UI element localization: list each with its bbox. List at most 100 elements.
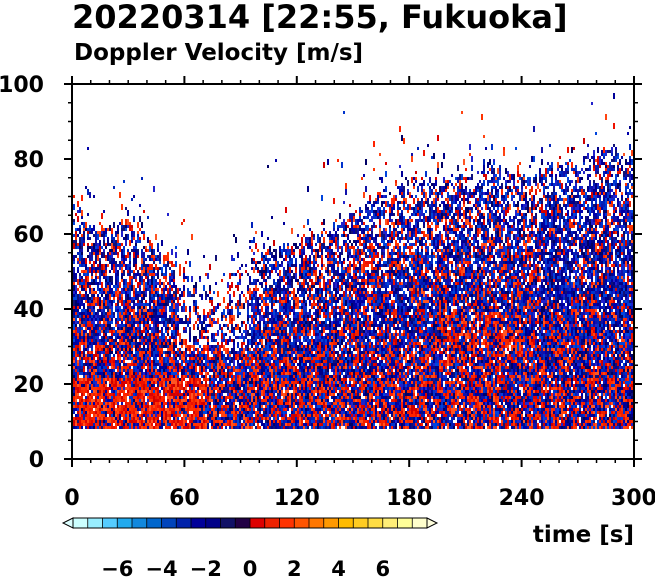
- velocity-cell: [97, 297, 99, 300]
- velocity-cell: [257, 393, 259, 399]
- velocity-cell: [229, 399, 231, 402]
- velocity-cell: [119, 327, 121, 330]
- velocity-cell: [199, 411, 201, 417]
- velocity-cell: [129, 324, 131, 327]
- velocity-cell: [153, 318, 155, 321]
- velocity-cell: [129, 258, 131, 261]
- velocity-cell: [247, 393, 249, 396]
- velocity-cell: [121, 384, 123, 387]
- velocity-cell: [253, 321, 255, 324]
- velocity-cell: [181, 366, 183, 369]
- velocity-cell: [253, 330, 255, 333]
- velocity-cell: [103, 396, 105, 399]
- velocity-cell: [205, 363, 207, 366]
- velocity-cell: [121, 288, 123, 294]
- velocity-cell: [237, 378, 239, 381]
- velocity-cell: [131, 285, 133, 291]
- velocity-cell: [213, 417, 215, 420]
- velocity-cell: [95, 267, 97, 273]
- velocity-cell: [145, 282, 147, 288]
- velocity-cell: [131, 306, 133, 309]
- velocity-cell: [233, 396, 235, 399]
- velocity-cell: [121, 354, 123, 357]
- velocity-cell: [97, 396, 99, 399]
- velocity-cell: [215, 333, 217, 336]
- velocity-cell: [137, 411, 139, 414]
- velocity-cell: [239, 408, 241, 411]
- velocity-cell: [115, 420, 117, 423]
- velocity-cell: [207, 351, 209, 354]
- velocity-cell: [243, 294, 245, 297]
- velocity-cell: [183, 408, 185, 414]
- velocity-cell: [85, 348, 87, 351]
- velocity-cell: [105, 318, 107, 321]
- velocity-cell: [165, 255, 167, 261]
- velocity-cell: [277, 399, 279, 402]
- velocity-cell: [151, 366, 153, 369]
- velocity-cell: [283, 399, 285, 402]
- velocity-cell: [193, 408, 195, 411]
- velocity-cell: [199, 351, 201, 354]
- velocity-cell: [121, 420, 123, 423]
- velocity-cell: [75, 276, 77, 279]
- velocity-cell: [145, 354, 147, 357]
- velocity-cell: [267, 321, 269, 324]
- velocity-cell: [247, 339, 249, 345]
- velocity-cell: [265, 393, 267, 396]
- velocity-cell: [127, 375, 129, 378]
- velocity-cell: [217, 363, 219, 369]
- velocity-cell: [185, 396, 187, 402]
- velocity-cell: [137, 285, 139, 288]
- velocity-cell: [143, 327, 145, 330]
- velocity-cell: [225, 339, 227, 345]
- velocity-cell: [287, 291, 289, 294]
- velocity-cell: [169, 261, 171, 264]
- velocity-cell: [295, 402, 297, 405]
- velocity-cell: [237, 384, 239, 390]
- velocity-cell: [229, 318, 231, 324]
- velocity-cell: [169, 273, 171, 276]
- velocity-cell: [117, 402, 119, 405]
- velocity-cell: [217, 396, 219, 399]
- velocity-cell: [285, 339, 287, 342]
- velocity-cell: [85, 228, 87, 231]
- velocity-cell: [233, 405, 235, 408]
- velocity-cell: [77, 396, 79, 399]
- velocity-cell: [165, 351, 167, 354]
- velocity-cell: [145, 333, 147, 336]
- velocity-cell: [299, 372, 301, 375]
- velocity-cell: [227, 423, 229, 426]
- velocity-cell: [159, 294, 161, 297]
- velocity-cell: [215, 372, 217, 375]
- velocity-cell: [271, 345, 273, 348]
- velocity-cell: [243, 339, 245, 342]
- velocity-cell: [125, 279, 127, 285]
- velocity-cell: [103, 264, 105, 270]
- velocity-cell: [73, 351, 75, 357]
- velocity-cell: [97, 384, 99, 387]
- velocity-cell: [133, 420, 135, 423]
- velocity-cell: [165, 327, 167, 330]
- velocity-cell: [241, 324, 243, 327]
- velocity-cell: [79, 261, 81, 264]
- velocity-cell: [143, 315, 145, 318]
- velocity-cell: [73, 396, 75, 399]
- velocity-cell: [73, 381, 75, 384]
- velocity-cell: [257, 261, 259, 264]
- velocity-cell: [291, 393, 293, 396]
- velocity-cell: [75, 231, 77, 234]
- velocity-cell: [231, 378, 233, 381]
- velocity-cell: [257, 408, 259, 411]
- velocity-cell: [169, 378, 171, 381]
- velocity-cell: [257, 372, 259, 375]
- velocity-cell: [195, 282, 197, 288]
- velocity-cell: [107, 423, 109, 426]
- velocity-cell: [111, 396, 113, 399]
- velocity-cell: [133, 354, 135, 357]
- velocity-cell: [155, 279, 157, 282]
- velocity-cell: [211, 318, 213, 321]
- velocity-cell: [273, 339, 275, 342]
- velocity-cell: [129, 303, 131, 306]
- velocity-cell: [217, 387, 219, 390]
- velocity-cell: [83, 321, 85, 324]
